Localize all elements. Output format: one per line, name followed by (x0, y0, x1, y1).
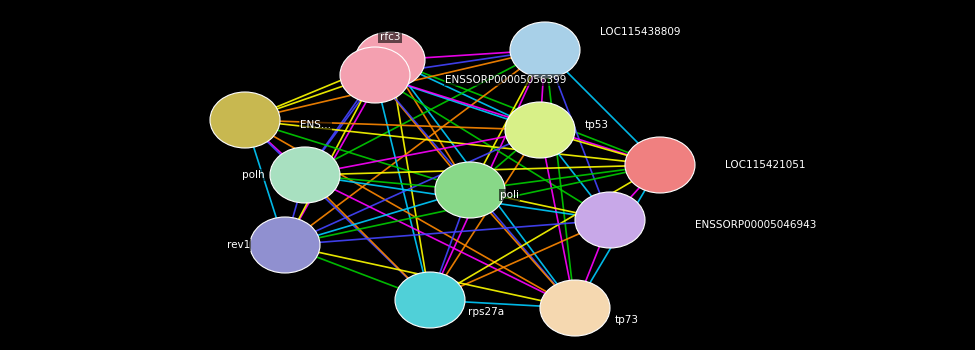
Ellipse shape (355, 32, 425, 88)
Ellipse shape (270, 147, 340, 203)
Ellipse shape (575, 192, 645, 248)
Ellipse shape (250, 217, 320, 273)
Text: rps27a: rps27a (468, 307, 504, 317)
Ellipse shape (210, 92, 280, 148)
Ellipse shape (435, 162, 505, 218)
Ellipse shape (540, 280, 610, 336)
Text: poli: poli (500, 190, 519, 200)
Text: ENS...: ENS... (300, 120, 331, 130)
Ellipse shape (395, 272, 465, 328)
Text: LOC115438809: LOC115438809 (600, 27, 681, 37)
Text: tp73: tp73 (615, 315, 639, 325)
Ellipse shape (340, 47, 410, 103)
Ellipse shape (510, 22, 580, 78)
Ellipse shape (625, 137, 695, 193)
Ellipse shape (505, 102, 575, 158)
Text: ENSSORP00005046943: ENSSORP00005046943 (695, 220, 816, 230)
Text: rev1: rev1 (227, 240, 250, 250)
Text: rfc3: rfc3 (379, 32, 401, 42)
Text: LOC115421051: LOC115421051 (725, 160, 805, 170)
Text: polh: polh (243, 170, 265, 180)
Text: tp53: tp53 (585, 120, 609, 130)
Text: ENSSORP00005056399: ENSSORP00005056399 (445, 75, 566, 85)
